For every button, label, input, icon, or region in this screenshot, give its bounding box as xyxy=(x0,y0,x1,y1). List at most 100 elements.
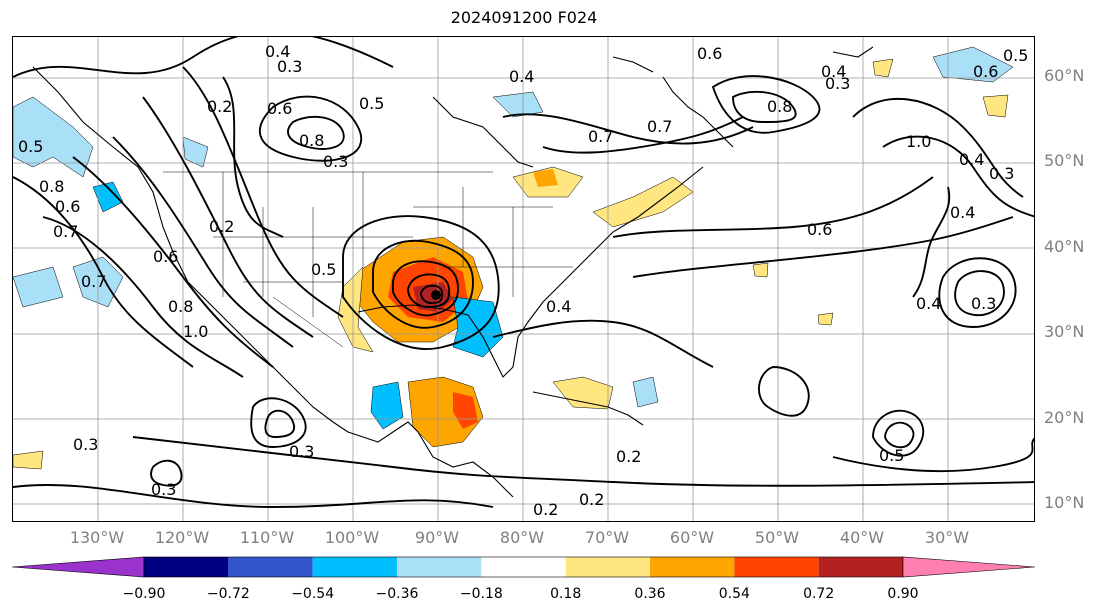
colorbar-segment xyxy=(481,557,566,577)
colorbar-segment xyxy=(650,557,735,577)
graticule xyxy=(13,37,1034,521)
lon-label: 30°W xyxy=(924,528,970,547)
yellow-patch xyxy=(872,58,894,78)
contour-label: 0.3 xyxy=(989,164,1014,183)
colorbar-extend-high xyxy=(902,556,1036,578)
contour-label: 0.5 xyxy=(879,446,904,465)
blue-patch xyxy=(92,181,124,213)
map-title: 2024091200 F024 xyxy=(450,8,598,27)
lon-label: 50°W xyxy=(754,528,800,547)
contour-label: 0.5 xyxy=(311,260,336,279)
contour-label: 0.6 xyxy=(55,197,80,216)
colorbar xyxy=(11,556,1036,578)
contour-label: 0.6 xyxy=(697,44,722,63)
contour-labels: 0.4 0.3 0.2 0.6 0.8 0.5 0.7 0.6 0.8 0.5 … xyxy=(18,42,1028,519)
blue-patch xyxy=(13,266,64,308)
contour-label: 0.6 xyxy=(807,220,832,239)
contour-label: 0.3 xyxy=(151,480,176,499)
contour-label: 0.3 xyxy=(323,152,348,171)
contour-label: 0.2 xyxy=(209,217,234,236)
yellow-patch xyxy=(817,312,834,326)
contour-label: 0.4 xyxy=(821,62,846,81)
lat-label: 30°N xyxy=(1044,322,1085,341)
lat-label: 60°N xyxy=(1044,66,1085,85)
colorbar-segment xyxy=(312,557,397,577)
contour-lines xyxy=(13,37,1034,508)
contour-label: 0.5 xyxy=(1003,46,1028,65)
contour-label: 0.4 xyxy=(950,203,975,222)
contour-label: 0.4 xyxy=(509,67,534,86)
contour-label: 0.4 xyxy=(265,42,290,61)
blue-patch xyxy=(932,46,1014,83)
blue-patch xyxy=(370,381,404,430)
contour-label: 0.2 xyxy=(207,97,232,116)
contour-label: 0.3 xyxy=(825,74,850,93)
lon-label: 70°W xyxy=(584,528,630,547)
blue-patch xyxy=(452,296,504,358)
lat-label: 50°N xyxy=(1044,151,1085,170)
state-borders xyxy=(163,171,573,348)
contour-label: 0.7 xyxy=(53,222,78,241)
colorbar-tick-label: 0.18 xyxy=(550,586,582,602)
contour-label: 0.5 xyxy=(18,137,43,156)
yellow-patch xyxy=(13,450,44,470)
yellow-patch xyxy=(752,262,769,278)
red-patch xyxy=(453,392,478,429)
colorbar-extend-low xyxy=(11,556,145,578)
contour-label: 1.0 xyxy=(183,322,208,341)
colorbar-tick-label: 0.54 xyxy=(718,586,750,602)
lat-label: 20°N xyxy=(1044,408,1085,427)
lon-label: 60°W xyxy=(669,528,715,547)
yellow-patch xyxy=(552,376,614,410)
contour-label: 0.3 xyxy=(289,442,314,461)
contour-label: 0.6 xyxy=(973,62,998,81)
colorbar-tick-label: −0.36 xyxy=(375,586,419,602)
blue-patch xyxy=(492,91,544,118)
lon-label: 80°W xyxy=(499,528,545,547)
colorbar-tick-label: 0.90 xyxy=(887,586,919,602)
orange-patch xyxy=(533,169,558,187)
colorbar-tick-label: 0.36 xyxy=(634,586,666,602)
yellow-patch xyxy=(982,94,1009,118)
contour-label: 0.8 xyxy=(39,177,64,196)
storm-center xyxy=(431,290,441,300)
shaded-fields xyxy=(13,46,1014,470)
lon-label: 120°W xyxy=(154,528,210,547)
colorbar-tick-label: −0.18 xyxy=(459,586,503,602)
colorbar-tick-label: −0.54 xyxy=(291,586,335,602)
lat-label: 10°N xyxy=(1044,493,1085,512)
colorbar-segment xyxy=(565,557,650,577)
colorbar-tick-label: 0.72 xyxy=(803,586,835,602)
contour-label: 0.8 xyxy=(168,297,193,316)
contour-label: 0.3 xyxy=(971,294,996,313)
contour-label: 0.2 xyxy=(616,447,641,466)
lon-label: 130°W xyxy=(69,528,125,547)
colorbar-segment xyxy=(818,557,903,577)
contour-label: 0.7 xyxy=(81,272,106,291)
contour-label: 0.4 xyxy=(916,294,941,313)
contour-label: 1.0 xyxy=(906,132,931,151)
lon-label: 40°W xyxy=(839,528,885,547)
contour-label: 0.6 xyxy=(267,99,292,118)
contour-label: 0.6 xyxy=(153,247,178,266)
colorbar-segment xyxy=(144,557,229,577)
contour-label: 0.4 xyxy=(546,297,571,316)
blue-patch xyxy=(182,136,209,168)
lat-label: 40°N xyxy=(1044,237,1085,256)
colorbar-segment xyxy=(734,557,819,577)
map-canvas: 0.4 0.3 0.2 0.6 0.8 0.5 0.7 0.6 0.8 0.5 … xyxy=(13,37,1034,521)
blue-patch xyxy=(632,376,659,408)
contour-label: 0.2 xyxy=(579,490,604,509)
contour-label: 0.8 xyxy=(767,97,792,116)
contour-label: 0.3 xyxy=(73,435,98,454)
contour-label: 0.7 xyxy=(588,127,613,146)
lon-label: 90°W xyxy=(414,528,460,547)
lon-label: 110°W xyxy=(239,528,295,547)
contour-label: 0.3 xyxy=(277,57,302,76)
contour-label: 0.8 xyxy=(299,131,324,150)
lon-label: 100°W xyxy=(324,528,380,547)
map-panel: 0.4 0.3 0.2 0.6 0.8 0.5 0.7 0.6 0.8 0.5 … xyxy=(12,36,1035,522)
colorbar-segment xyxy=(397,557,482,577)
colorbar-tick-label: −0.90 xyxy=(122,586,166,602)
contour-label: 0.7 xyxy=(647,117,672,136)
